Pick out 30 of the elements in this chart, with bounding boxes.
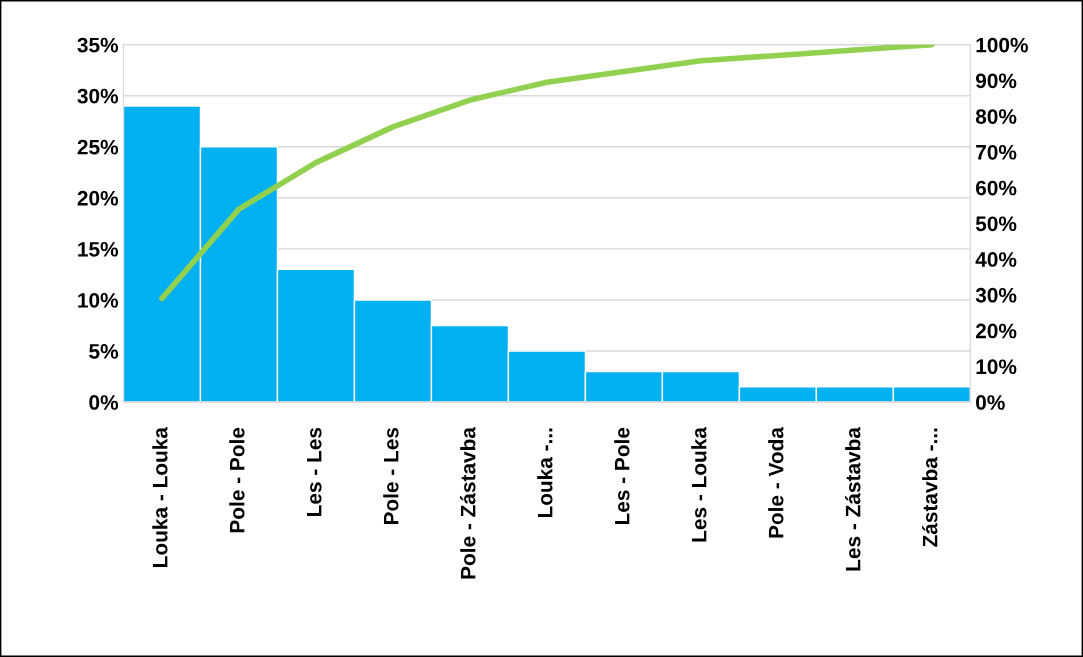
y2-tick-label: 50% <box>975 216 1017 232</box>
y-tick-label: 35% <box>77 37 119 53</box>
x-tick-label: Les - Pole <box>614 427 630 525</box>
x-tick-label: Louka - Louka <box>152 426 168 567</box>
y-tick-label: 25% <box>77 139 119 155</box>
x-tick-label: Louka -... <box>537 428 553 518</box>
x-tick-label: Les - Louka <box>691 426 707 542</box>
y-tick-label: 0% <box>89 395 119 410</box>
y2-tick-label: 100% <box>976 37 1028 53</box>
y2-tick-label: 90% <box>975 73 1017 89</box>
x-tick-label: Pole - Les <box>383 427 399 525</box>
y2-tick-label: 30% <box>975 287 1017 303</box>
y2-tick-label: 60% <box>975 180 1017 196</box>
y-tick-label: 20% <box>77 190 119 206</box>
y2-tick-label: 20% <box>975 323 1017 339</box>
y2-tick-label: 40% <box>975 252 1017 267</box>
x-tick-label: Zástavba -... <box>921 428 938 547</box>
y2-tick-label: 10% <box>976 359 1017 375</box>
y-tick-label: 10% <box>78 292 119 308</box>
x-tick-label: Pole - Voda <box>768 426 784 538</box>
x-tick-label: Pole - Pole <box>229 427 245 533</box>
x-tick-label: Les - Les <box>307 427 322 516</box>
y-tick-label: 15% <box>78 241 119 257</box>
y-tick-label: 30% <box>77 88 119 104</box>
y-tick-label: 5% <box>89 344 119 359</box>
x-tick-label: Pole - Zástavba <box>460 426 476 579</box>
y2-tick-label: 80% <box>975 109 1017 124</box>
y2-tick-label: 70% <box>976 144 1017 160</box>
y2-tick-label: 0% <box>976 395 1005 410</box>
x-tick-label: Les - Zástavba <box>844 426 861 571</box>
